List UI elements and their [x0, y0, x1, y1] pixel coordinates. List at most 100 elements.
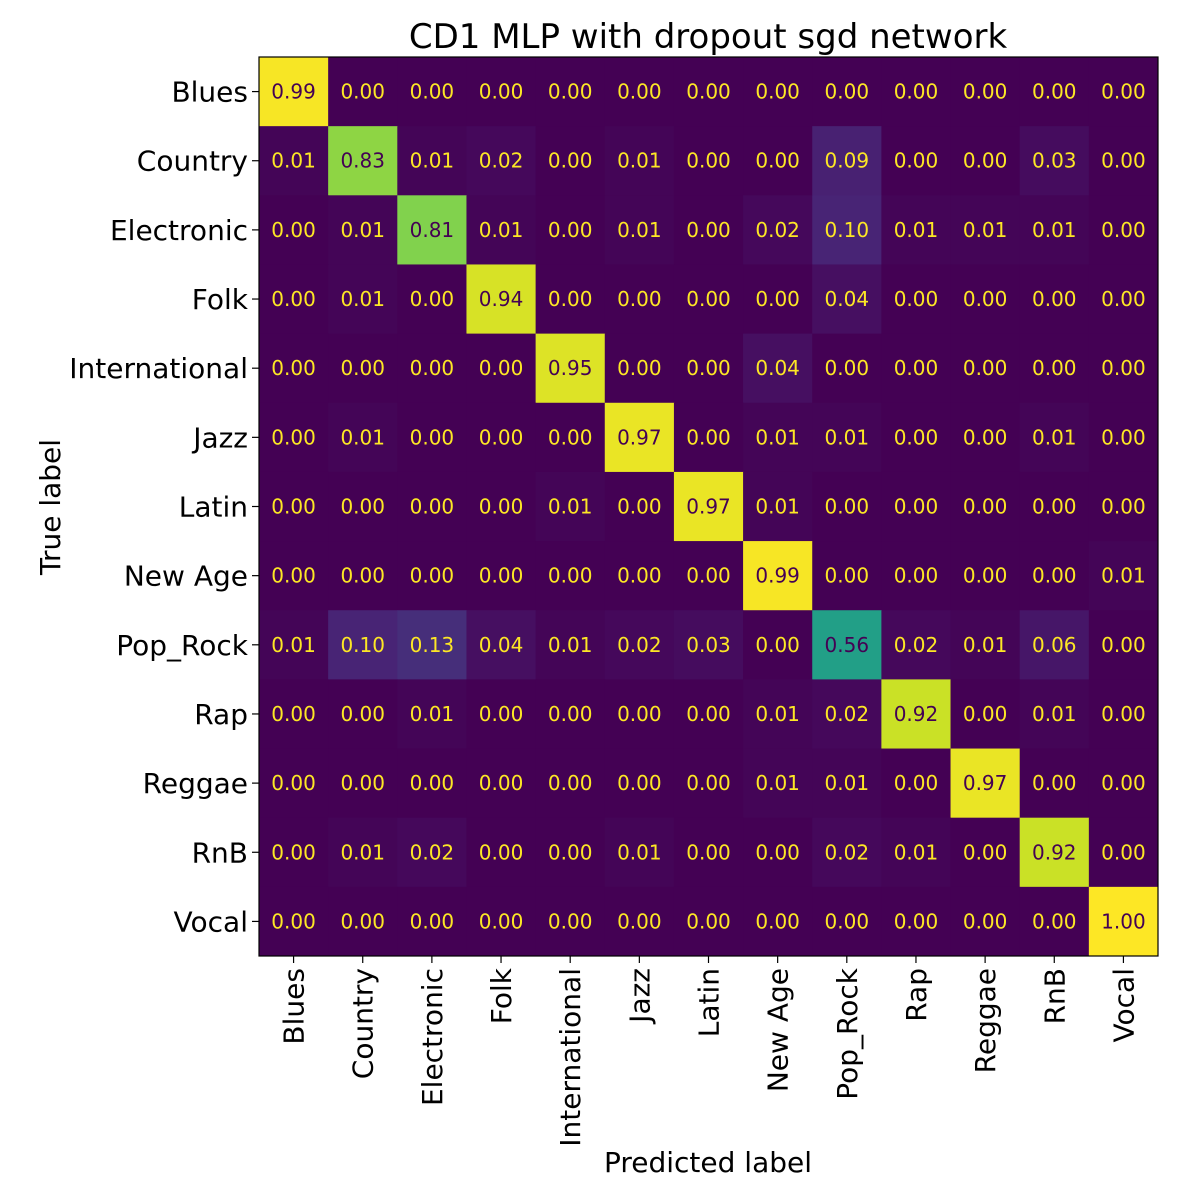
heatmap-cell [950, 610, 1021, 680]
heatmap-cell [466, 126, 537, 196]
x-tick-label: Electronic [416, 968, 449, 1106]
heatmap-cell [812, 126, 882, 196]
heatmap-cell [328, 126, 398, 196]
heatmap-cell [1088, 748, 1159, 819]
heatmap-cell [1019, 541, 1090, 611]
heatmap-cell [259, 610, 329, 680]
cell-value-label: 0.00 [894, 495, 939, 519]
cell-value-label: 0.00 [617, 287, 662, 311]
y-tick-label: Reggae [143, 767, 248, 800]
heatmap-cell [950, 264, 1021, 335]
heatmap-cell [743, 57, 813, 127]
cell-value-label: 0.00 [410, 356, 455, 380]
cell-value-label: 0.02 [410, 840, 455, 864]
cell-value-label: 0.00 [548, 702, 593, 726]
cell-value-label: 0.95 [548, 356, 593, 380]
heatmap-cell [328, 471, 398, 542]
heatmap-cell [1088, 679, 1159, 750]
heatmap-cell [604, 748, 675, 819]
cell-value-label: 0.00 [410, 80, 455, 104]
y-axis-ticks: Blues Country Electronic Folk International J… [69, 76, 259, 938]
heatmap-cell [881, 610, 952, 680]
heatmap-cell [259, 264, 329, 335]
cell-value-label: 0.00 [1032, 909, 1077, 933]
x-tick-label: Latin [693, 968, 726, 1037]
cell-value-label: 0.01 [410, 702, 455, 726]
cell-value-label: 0.00 [340, 356, 385, 380]
heatmap-cell [259, 748, 329, 819]
heatmap-cell [950, 195, 1021, 265]
heatmap-cell [950, 402, 1021, 473]
heatmap-cell [812, 541, 882, 611]
cell-value-label: 0.00 [548, 149, 593, 173]
heatmap-cell [535, 264, 606, 335]
cell-value-label: 0.00 [1101, 356, 1146, 380]
heatmap-cell [673, 126, 744, 196]
cell-value-label: 0.00 [825, 495, 870, 519]
cell-value-label: 0.01 [825, 771, 870, 795]
cell-value-label: 0.00 [755, 909, 800, 933]
heatmap-cell [950, 748, 1021, 819]
cell-value-label: 0.06 [1032, 633, 1077, 657]
cell-value-label: 0.00 [271, 564, 316, 588]
heatmap-cell [604, 264, 675, 335]
heatmap-cell [673, 333, 744, 404]
cell-value-label: 0.00 [548, 287, 593, 311]
heatmap-cell [881, 195, 952, 265]
cell-value-label: 0.00 [340, 564, 385, 588]
cell-value-label: 0.00 [686, 771, 731, 795]
y-tick-label: Vocal [174, 905, 248, 938]
cell-value-label: 0.01 [271, 633, 316, 657]
cell-value-label: 0.00 [755, 80, 800, 104]
cell-value-label: 0.00 [271, 218, 316, 242]
cell-value-label: 0.10 [825, 218, 870, 242]
cell-value-label: 0.00 [340, 702, 385, 726]
cell-value-label: 0.02 [617, 633, 662, 657]
cell-value-label: 0.00 [1101, 495, 1146, 519]
cell-value-label: 0.00 [271, 495, 316, 519]
heatmap-cell [1019, 610, 1090, 680]
heatmap-cell [743, 748, 813, 819]
heatmap-cell [397, 402, 467, 473]
heatmap-cell [466, 333, 537, 404]
y-tick-label: Blues [171, 76, 248, 109]
heatmap-cell [328, 679, 398, 750]
cell-value-label: 0.01 [617, 149, 662, 173]
heatmap-cell [743, 817, 813, 888]
heatmap-cell [259, 57, 329, 127]
cell-value-label: 0.01 [340, 287, 385, 311]
cell-value-label: 0.00 [1101, 840, 1146, 864]
cell-value-label: 0.00 [963, 149, 1008, 173]
cell-value-label: 0.01 [755, 425, 800, 449]
cell-value-label: 0.01 [1032, 218, 1077, 242]
cell-value-label: 0.81 [410, 218, 455, 242]
cell-value-label: 0.00 [479, 564, 524, 588]
cell-value-label: 0.01 [548, 495, 593, 519]
heatmap-cell [259, 333, 329, 404]
heatmap-cell [397, 817, 467, 888]
x-tick-label: Country [347, 968, 380, 1079]
cell-value-label: 0.00 [617, 702, 662, 726]
cell-value-label: 0.00 [686, 356, 731, 380]
heatmap-cell [466, 817, 537, 888]
cell-value-label: 0.00 [963, 425, 1008, 449]
heatmap-cell [259, 679, 329, 750]
cell-value-label: 0.01 [963, 633, 1008, 657]
heatmap-cell [328, 264, 398, 335]
heatmap-cell [743, 679, 813, 750]
cell-value-label: 0.04 [479, 633, 524, 657]
heatmap-cell [1088, 817, 1159, 888]
y-tick-label: Rap [194, 698, 248, 731]
cell-value-label: 0.00 [963, 80, 1008, 104]
heatmap-cell [397, 333, 467, 404]
cell-value-label: 0.09 [825, 149, 870, 173]
cell-value-label: 0.00 [479, 80, 524, 104]
x-tick-label: Jazz [623, 968, 656, 1025]
heatmap-cell [328, 541, 398, 611]
cell-value-label: 0.00 [410, 287, 455, 311]
heatmap-cell [1019, 402, 1090, 473]
heatmap-cell [673, 679, 744, 750]
heatmap-cell [604, 333, 675, 404]
heatmap-cell [259, 402, 329, 473]
heatmap-cell [397, 610, 467, 680]
